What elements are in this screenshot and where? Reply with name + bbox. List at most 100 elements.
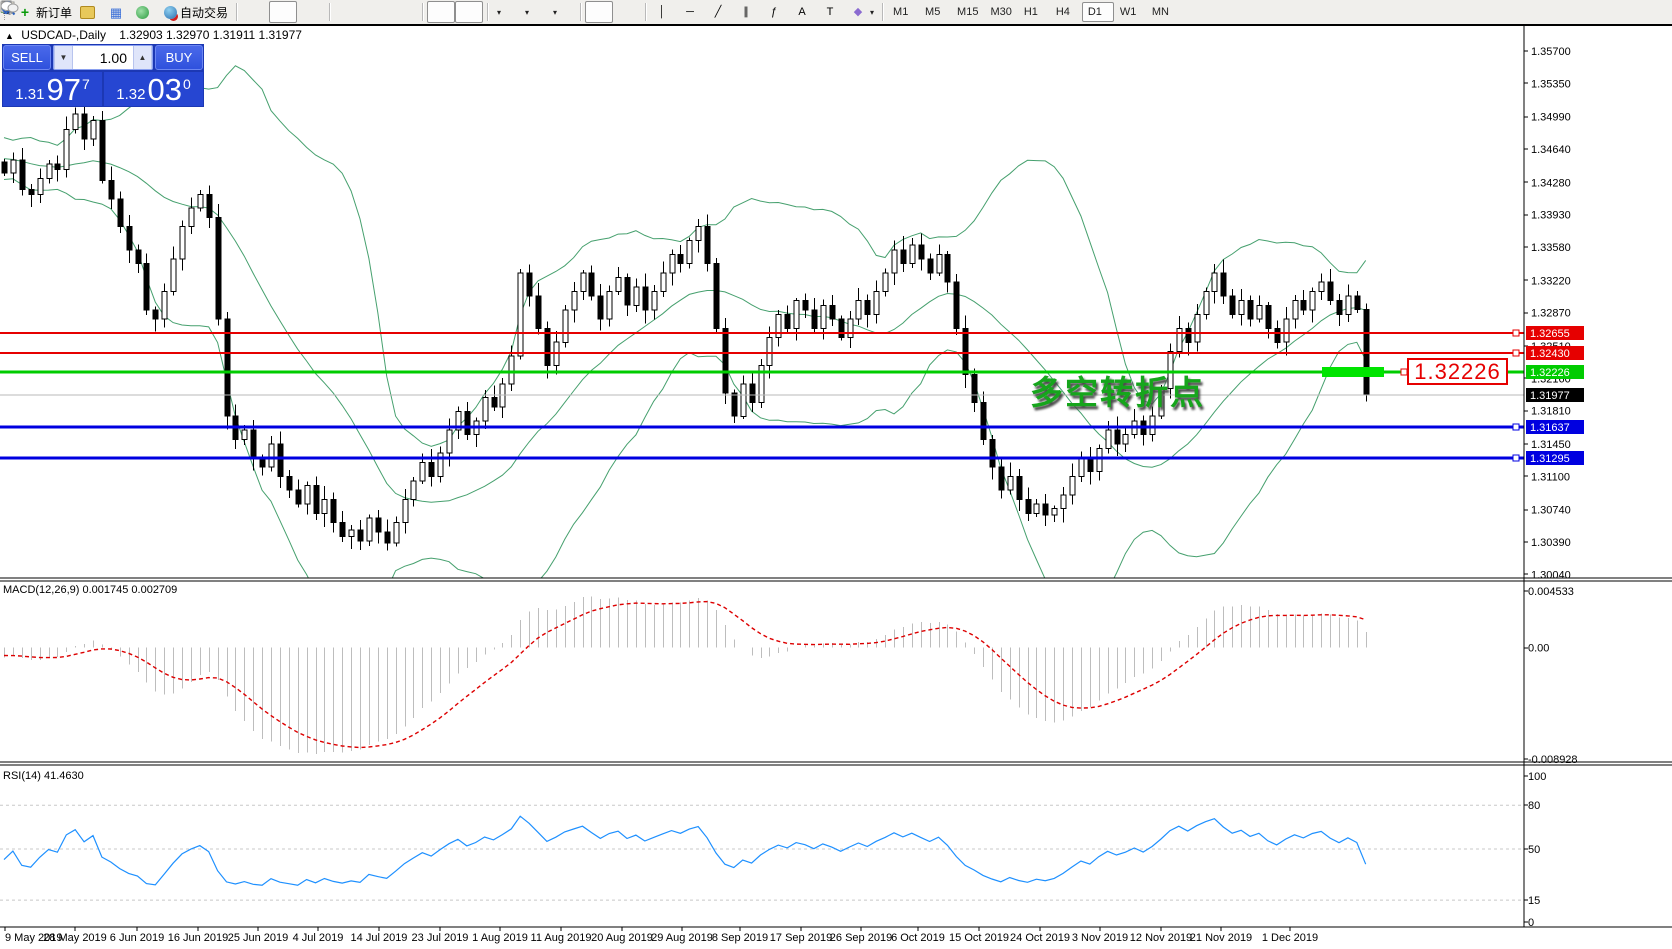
macd-axis: 0.004533 0.00 -0.008928	[1524, 586, 1578, 766]
vertical-line-icon: │	[658, 5, 666, 18]
crosshair-button[interactable]	[1, 1, 641, 23]
sell-price[interactable]: 1.31 97 7	[3, 72, 102, 106]
main-toolbar: + 新订单 ▦ 自动交易 ▾ ▾	[0, 0, 1672, 26]
svg-text:1.34640: 1.34640	[1531, 144, 1571, 156]
sell-price-sup: 7	[81, 76, 90, 92]
text-tool-icon: A	[798, 5, 806, 18]
horizontal-level-lines[interactable]	[0, 329, 1524, 462]
svg-text:28 May 2019: 28 May 2019	[43, 932, 107, 944]
timeframe-d1-button[interactable]: D1	[1081, 2, 1114, 22]
notepad-icon	[80, 5, 96, 19]
chat-icon[interactable]	[0, 0, 19, 15]
timeframe-mn-button[interactable]: MN	[1151, 6, 1169, 18]
macd-label: MACD(12,26,9) 0.001745 0.002709	[3, 584, 177, 596]
signal-sphere-icon	[136, 5, 150, 19]
timeframe-m30-button[interactable]: M30	[990, 6, 1012, 18]
templates-button[interactable]: ▾	[0, 1, 576, 23]
buy-price-sup: 0	[182, 76, 191, 92]
volume-increase-button[interactable]: ▲	[133, 46, 152, 69]
turning-point-annotation[interactable]: 多空转折点	[1030, 374, 1205, 411]
sell-price-big: 97	[46, 72, 81, 107]
zoom-out-button[interactable]	[1, 0, 390, 23]
shapes-tool[interactable]: ◆ ▾	[846, 1, 878, 23]
toolbar-separator	[329, 3, 331, 21]
vertical-line-tool[interactable]: │	[650, 1, 678, 23]
toolbar-separator	[645, 3, 647, 21]
fibonacci-tool[interactable]: ƒ	[762, 1, 790, 23]
depth-of-market-button[interactable]	[76, 1, 104, 23]
toolbar-separator	[882, 3, 884, 21]
ohlc-values: 1.32903 1.32970 1.31911 1.31977	[119, 28, 302, 42]
signals-button[interactable]	[132, 1, 160, 23]
svg-text:6 Jun 2019: 6 Jun 2019	[110, 932, 164, 944]
buy-price-small: 1.32	[116, 86, 146, 103]
panel-borders	[0, 26, 1672, 928]
svg-text:6 Oct 2019: 6 Oct 2019	[891, 932, 945, 944]
timeframe-m5-button[interactable]: M5	[925, 6, 941, 18]
data-window-button[interactable]: ▦	[104, 1, 132, 23]
svg-text:11 Aug 2019: 11 Aug 2019	[531, 932, 592, 944]
chart-cloud-icon: ▦	[109, 4, 123, 20]
svg-text:1.31450: 1.31450	[1531, 439, 1571, 451]
line-chart-button[interactable]	[0, 1, 325, 23]
price-callout-box[interactable]: 1.32226	[1407, 358, 1508, 385]
symbol-title: USDCAD-,Daily	[21, 28, 106, 42]
trendline-icon: ╱	[714, 5, 722, 18]
svg-text:0.00: 0.00	[1528, 643, 1549, 655]
timeframe-m1-button[interactable]: M1	[893, 6, 909, 18]
svg-text:1.30390: 1.30390	[1531, 537, 1571, 549]
svg-text:3 Nov 2019: 3 Nov 2019	[1072, 932, 1128, 944]
timeframe-h4-button[interactable]: H4	[1055, 6, 1070, 18]
svg-text:1.31810: 1.31810	[1531, 406, 1571, 418]
svg-text:15: 15	[1528, 895, 1540, 907]
shapes-icon: ◆	[853, 5, 863, 18]
cursor-button[interactable]	[3, 1, 614, 23]
svg-text:1.31295: 1.31295	[1530, 453, 1570, 465]
collapse-triangle-icon[interactable]: ▲	[5, 31, 14, 41]
new-order-icon: +	[20, 4, 30, 20]
svg-text:25 Jun 2019: 25 Jun 2019	[228, 932, 289, 944]
buy-price[interactable]: 1.32 03 0	[104, 72, 203, 106]
label-tool-icon: T	[826, 5, 834, 18]
auto-scroll-button[interactable]	[1, 1, 456, 23]
candlestick-chart-button[interactable]	[2, 1, 298, 23]
new-order-button[interactable]: + 新订单	[13, 1, 76, 23]
price-axis[interactable]: 1.35700 1.35350 1.34990 1.34640 1.34280 1.339…	[1524, 46, 1584, 581]
svg-text:1.35350: 1.35350	[1531, 78, 1571, 90]
buy-button[interactable]: BUY	[155, 45, 203, 70]
volume-stepper: ▼ 1.00 ▲	[53, 45, 153, 70]
svg-text:0: 0	[1528, 917, 1534, 929]
channel-tool[interactable]: ∥	[734, 1, 762, 23]
tile-windows-button[interactable]	[1, 1, 418, 23]
periods-button[interactable]: ▾	[0, 0, 548, 23]
volume-input[interactable]: 1.00	[73, 46, 133, 69]
svg-text:1.31637: 1.31637	[1530, 422, 1570, 434]
volume-decrease-button[interactable]: ▼	[54, 46, 73, 69]
timeframe-m15-button[interactable]: M15	[957, 6, 979, 18]
zoom-in-button[interactable]	[1, 0, 362, 23]
horizontal-line-tool[interactable]: ─	[678, 1, 706, 23]
trendline-tool[interactable]: ╱	[706, 1, 734, 23]
sell-button[interactable]: SELL	[3, 45, 51, 70]
svg-text:1 Dec 2019: 1 Dec 2019	[1262, 932, 1318, 944]
svg-text:24 Oct 2019: 24 Oct 2019	[1010, 932, 1070, 944]
svg-text:1.32655: 1.32655	[1530, 328, 1570, 340]
label-tool[interactable]: T	[818, 1, 846, 23]
rsi-axis: 100 80 50 15 0	[1524, 771, 1546, 929]
bar-chart-button[interactable]	[2, 1, 269, 23]
auto-trading-button[interactable]: 自动交易	[160, 1, 232, 23]
chart-shift-button[interactable]	[1, 1, 484, 23]
text-tool[interactable]: A	[790, 1, 818, 23]
chart-header: ▲ USDCAD-,Daily 1.32903 1.32970 1.31911 …	[5, 28, 302, 42]
svg-text:12 Nov 2019: 12 Nov 2019	[1130, 932, 1192, 944]
svg-text:15 Oct 2019: 15 Oct 2019	[949, 932, 1009, 944]
indicators-caret-icon: ▾	[497, 7, 502, 17]
indicators-button[interactable]: ▾	[1, 0, 520, 23]
timeframe-w1-button[interactable]: W1	[1119, 6, 1137, 18]
svg-text:-0.008928: -0.008928	[1528, 754, 1578, 766]
svg-text:20 Aug 2019: 20 Aug 2019	[591, 932, 653, 944]
bollinger-bands	[3, 65, 1367, 578]
timeframe-h1-button[interactable]: H1	[1023, 6, 1038, 18]
